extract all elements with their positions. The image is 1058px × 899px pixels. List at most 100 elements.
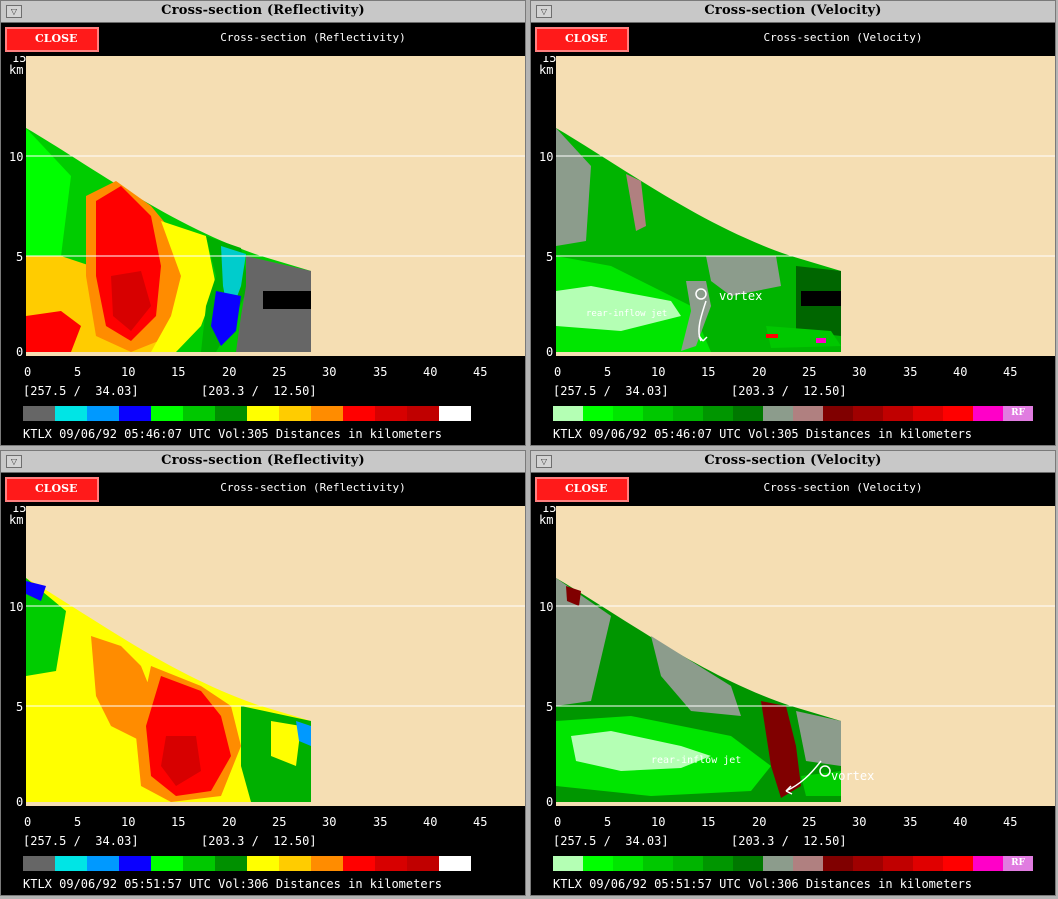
legend-swatch	[439, 406, 471, 421]
coord-left: [257.5 / 34.03]	[23, 384, 139, 398]
window-menu-icon[interactable]: ▽	[536, 455, 552, 468]
coordinate-readout: [257.5 / 34.03] [203.3 / 12.50]	[23, 384, 443, 398]
grid-lines	[556, 605, 1055, 707]
legend-swatch	[343, 856, 375, 871]
color-legend	[23, 406, 471, 421]
vortex-arrow-icon	[785, 760, 831, 795]
title-bar[interactable]: ▽ Cross-section (Velocity)	[531, 1, 1055, 23]
legend-swatch	[973, 856, 1003, 871]
legend-swatch	[23, 856, 55, 871]
legend-swatch	[643, 856, 673, 871]
echo-region	[556, 128, 841, 352]
reflectivity-window-1: ▽ Cross-section (Reflectivity) CLOSE Cro…	[0, 0, 526, 446]
legend-swatch	[763, 406, 793, 421]
legend-swatch	[375, 856, 407, 871]
panel-header: CLOSE Cross-section (Reflectivity)	[1, 23, 525, 56]
legend-swatch	[643, 406, 673, 421]
legend-swatch	[55, 406, 87, 421]
legend-swatch	[943, 856, 973, 871]
coord-right: [203.3 / 12.50]	[731, 384, 847, 398]
grid-lines	[26, 605, 525, 707]
x-tick: 10	[651, 365, 665, 379]
legend-swatch	[883, 856, 913, 871]
status-line: KTLX 09/06/92 05:51:57 UTC Vol:306 Dista…	[553, 877, 973, 891]
title-bar[interactable]: ▽ Cross-section (Reflectivity)	[1, 1, 525, 23]
vortex-arrow-icon	[695, 288, 708, 342]
x-tick: 0	[554, 365, 561, 379]
echo-region	[556, 578, 841, 802]
y-tick-10: 10	[9, 150, 23, 164]
legend-swatch	[703, 406, 733, 421]
legend-swatch	[793, 406, 823, 421]
legend-swatch	[119, 406, 151, 421]
panel-label: Cross-section (Reflectivity)	[220, 481, 406, 494]
x-tick: 25	[272, 365, 286, 379]
y-tick-0: 0	[16, 795, 23, 809]
coordinate-readout: [257.5 / 34.03] [203.3 / 12.50]	[553, 834, 973, 848]
x-tick: 45	[473, 815, 487, 829]
grid-lines	[556, 155, 1055, 257]
legend-swatch	[311, 406, 343, 421]
x-tick: 40	[423, 815, 437, 829]
legend-swatch	[553, 406, 583, 421]
axis-labels: 15 km 10 5 0 0 5 10 15 20 25 30 35 40 45	[539, 506, 1017, 829]
legend-swatch	[247, 856, 279, 871]
legend-swatch	[151, 856, 183, 871]
legend-swatch	[183, 856, 215, 871]
y-tick-0: 0	[16, 345, 23, 359]
legend-swatch	[913, 856, 943, 871]
window-menu-icon[interactable]: ▽	[536, 5, 552, 18]
reflectivity-cross-section-plot: 15 km 10 5 0 0 5 10 15 20 25 30 35 40 45	[1, 56, 525, 384]
annotations: vortex rear-inflow jet	[651, 755, 874, 783]
coord-right: [203.3 / 12.50]	[731, 834, 847, 848]
rear-inflow-jet-label: rear-inflow jet	[586, 309, 667, 319]
y-tick-5: 5	[16, 700, 23, 714]
x-tick: 45	[473, 365, 487, 379]
x-tick: 0	[24, 815, 31, 829]
legend-swatch	[183, 406, 215, 421]
axis-labels: 15 km 10 5 0 0 5 10 15 20 25 30 35 40 45	[9, 506, 487, 829]
title-bar[interactable]: ▽ Cross-section (Velocity)	[531, 451, 1055, 473]
panel-label: Cross-section (Velocity)	[763, 481, 923, 494]
legend-swatch	[311, 856, 343, 871]
title-bar[interactable]: ▽ Cross-section (Reflectivity)	[1, 451, 525, 473]
coord-left: [257.5 / 34.03]	[553, 834, 669, 848]
x-tick: 0	[554, 815, 561, 829]
x-tick: 45	[1003, 815, 1017, 829]
window-menu-icon[interactable]: ▽	[6, 455, 22, 468]
close-button[interactable]: CLOSE	[5, 27, 99, 52]
y-tick-5: 5	[546, 250, 553, 264]
legend-swatch	[407, 856, 439, 871]
close-button[interactable]: CLOSE	[535, 27, 629, 52]
y-tick-10: 10	[9, 600, 23, 614]
axis-labels: 15 km 10 5 0 0 5 10 15 20 25 30 35 40 45	[539, 56, 1017, 379]
legend-swatch: RF	[1003, 406, 1033, 421]
window-menu-icon[interactable]: ▽	[6, 5, 22, 18]
velocity-window-1: ▽ Cross-section (Velocity) CLOSE Cross-s…	[530, 0, 1056, 446]
legend-swatch	[733, 406, 763, 421]
legend-swatch	[247, 406, 279, 421]
x-tick: 40	[423, 365, 437, 379]
legend-swatch	[583, 406, 613, 421]
x-tick: 25	[272, 815, 286, 829]
x-tick: 15	[171, 365, 185, 379]
velocity-window-2: ▽ Cross-section (Velocity) CLOSE Cross-s…	[530, 450, 1056, 896]
x-tick: 30	[852, 815, 866, 829]
x-tick: 10	[651, 815, 665, 829]
coord-left: [257.5 / 34.03]	[23, 834, 139, 848]
close-button[interactable]: CLOSE	[535, 477, 629, 502]
y-tick-10: 10	[539, 600, 553, 614]
legend-swatch	[583, 856, 613, 871]
legend-swatch	[883, 406, 913, 421]
x-tick: 5	[74, 365, 81, 379]
close-button[interactable]: CLOSE	[5, 477, 99, 502]
panel-label: Cross-section (Velocity)	[763, 31, 923, 44]
legend-swatch	[215, 856, 247, 871]
legend-swatch	[613, 406, 643, 421]
x-tick: 5	[604, 815, 611, 829]
coord-right: [203.3 / 12.50]	[201, 834, 317, 848]
panel-header: CLOSE Cross-section (Velocity)	[531, 23, 1055, 56]
panel-header: CLOSE Cross-section (Reflectivity)	[1, 473, 525, 506]
annotations: vortex rear-inflow jet	[586, 289, 762, 319]
legend-swatch	[853, 406, 883, 421]
